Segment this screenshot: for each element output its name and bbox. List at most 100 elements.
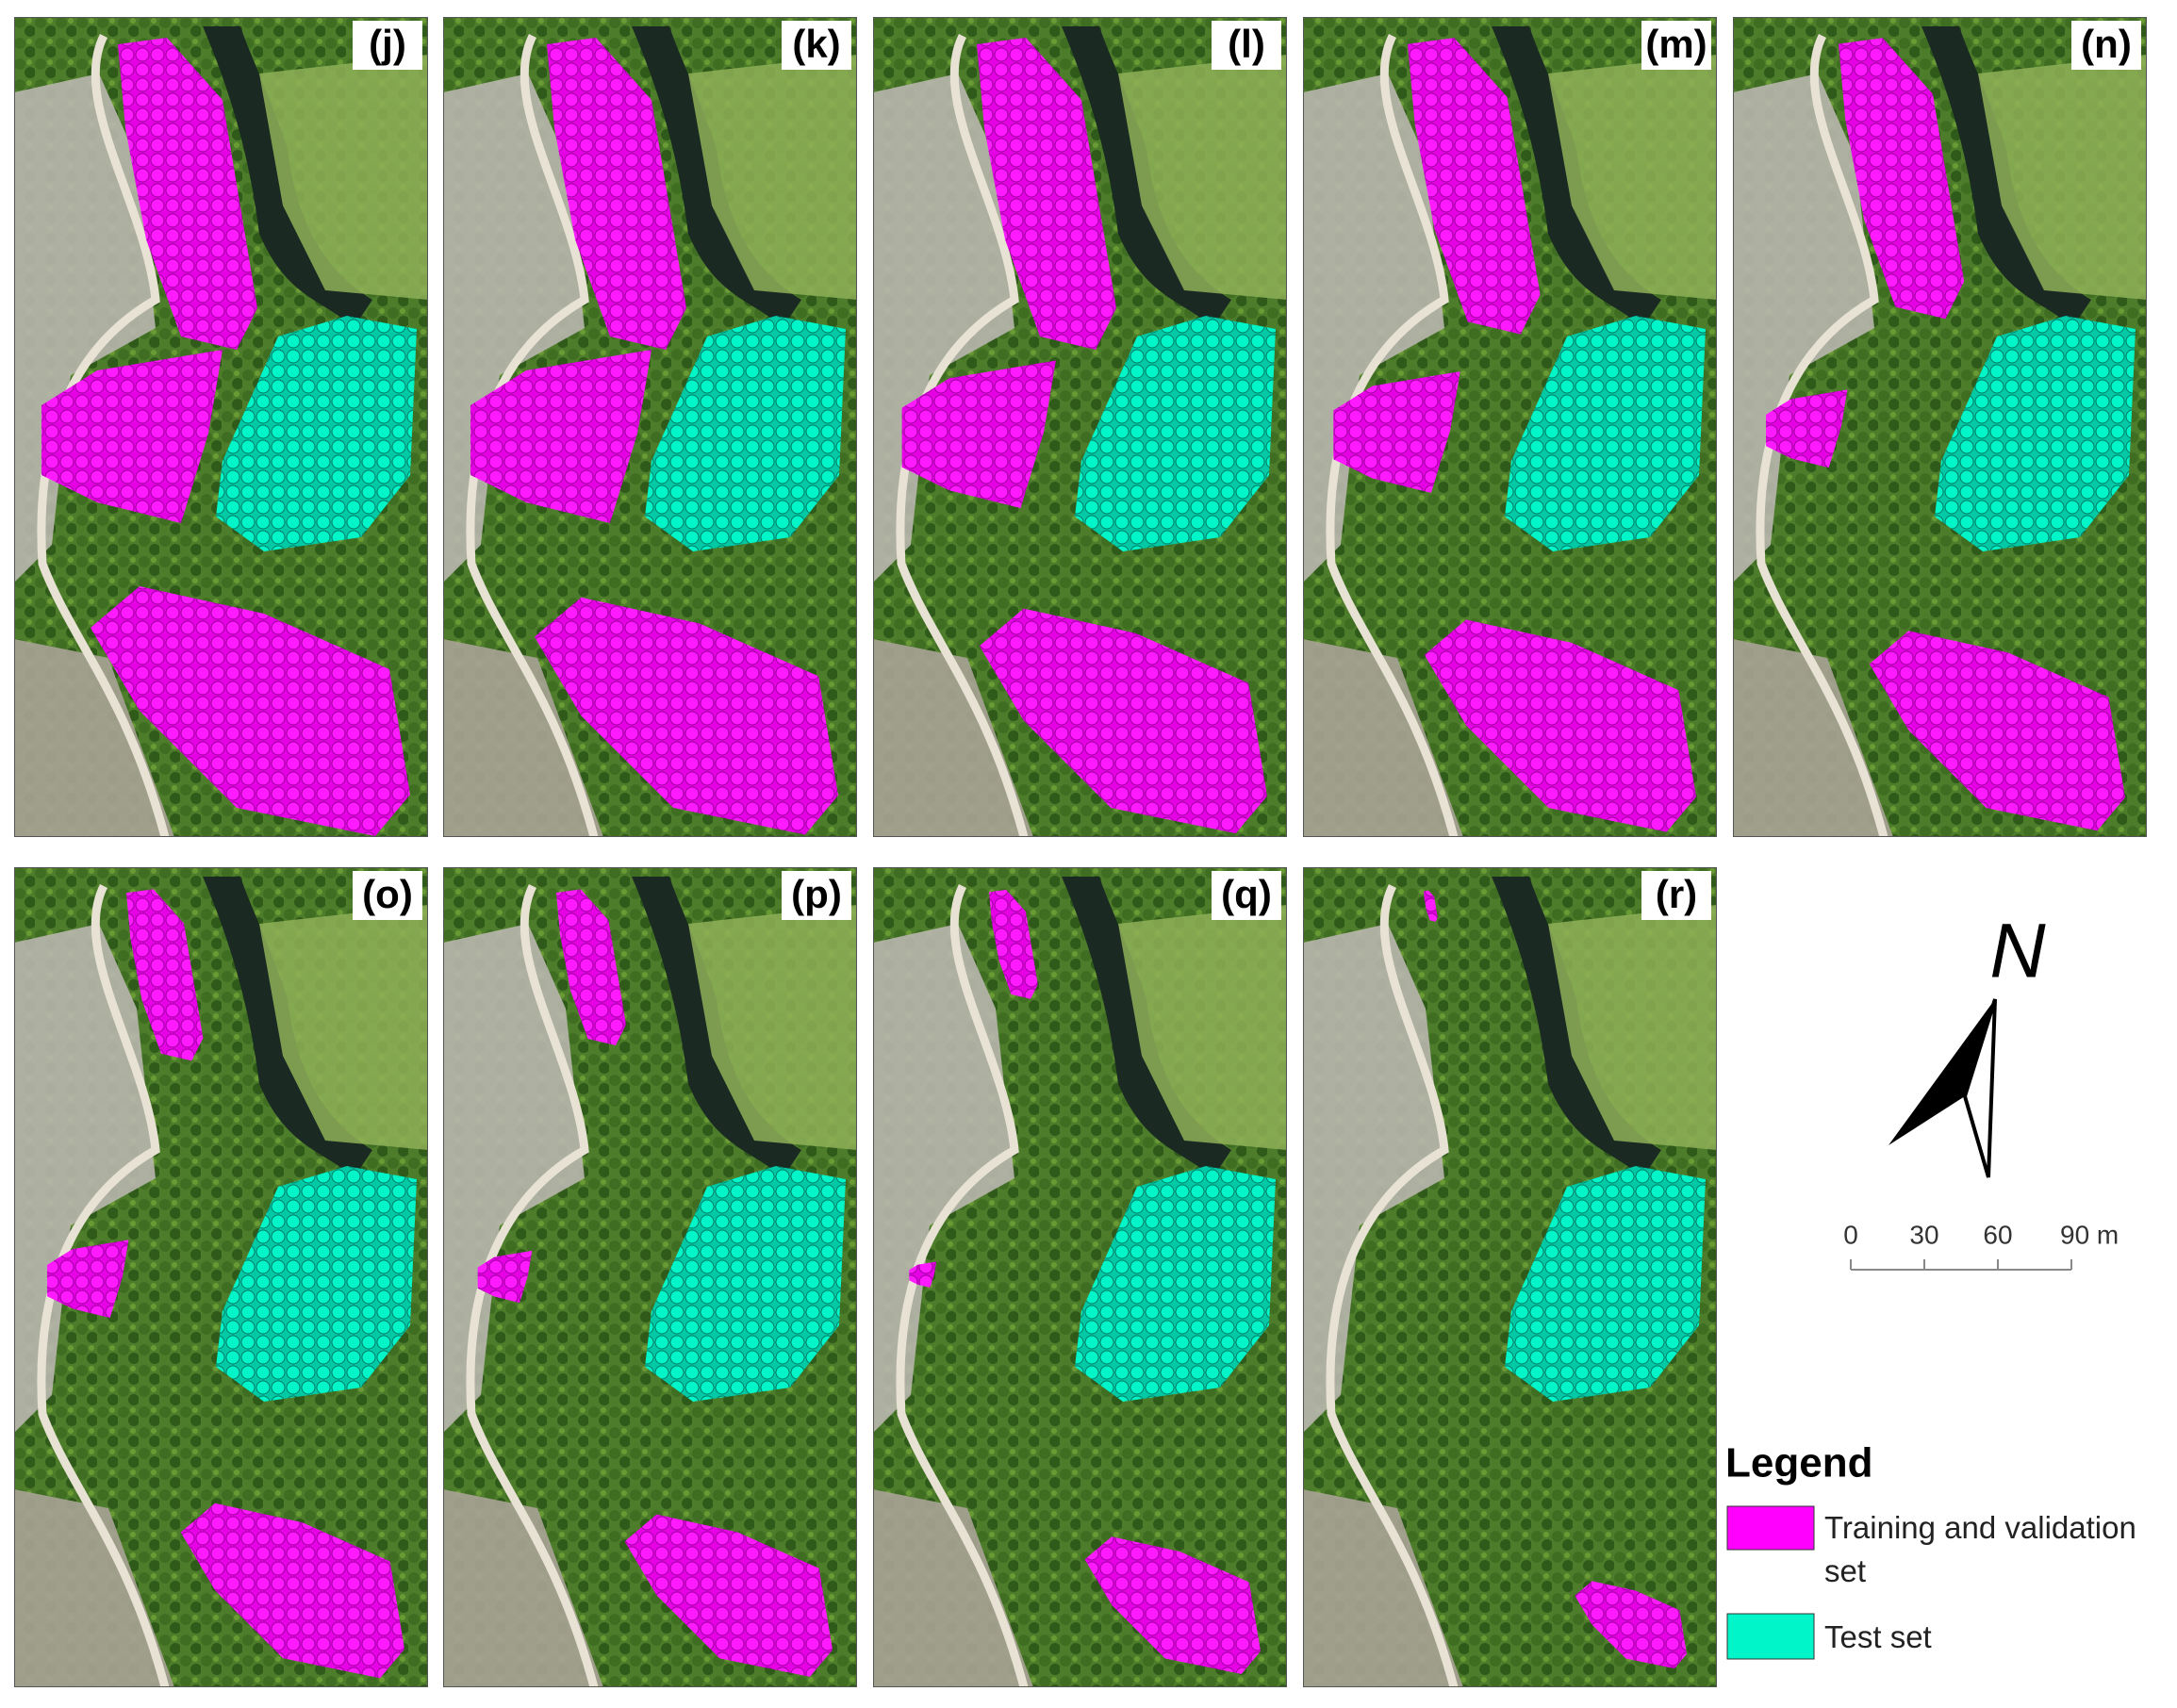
bare-slope: [1303, 1489, 1463, 1687]
panel-border: [443, 867, 857, 1687]
training-region: [47, 1240, 129, 1319]
label-bg: [1641, 871, 1711, 920]
scale-label: 60: [1983, 1220, 2012, 1249]
panel-border: [443, 17, 857, 837]
terraces: [1118, 905, 1287, 1150]
bare-slope: [443, 639, 603, 837]
map-panel: (q): [873, 867, 1287, 1687]
terraces: [259, 55, 428, 300]
map-panel: (j): [14, 17, 428, 837]
panel-label: (o): [362, 872, 413, 916]
panel-label: (m): [1645, 22, 1707, 66]
bare-slope: [1733, 639, 1893, 837]
legend-label: Test set: [1824, 1619, 1932, 1654]
map-panel: (p): [443, 867, 857, 1687]
training-region: [180, 1503, 404, 1679]
training-region: [470, 350, 651, 523]
label-bg: [782, 21, 851, 70]
map-panel: (k): [443, 17, 857, 837]
training-region: [1424, 619, 1696, 832]
training-region: [534, 597, 838, 835]
panel-label: (k): [792, 22, 840, 66]
training-region: [1766, 389, 1848, 468]
test-region: [645, 316, 846, 551]
training-region: [1084, 1536, 1261, 1674]
scale-bar: [1850, 1259, 2072, 1271]
panel-label: (j): [369, 22, 406, 66]
legend-swatch: [1726, 1505, 1815, 1551]
road: [896, 883, 1029, 1687]
bare-slope: [873, 639, 1033, 837]
panel-label: (r): [1656, 872, 1697, 916]
training-region: [1408, 38, 1541, 335]
test-region: [1075, 1166, 1276, 1402]
test-region: [645, 1166, 846, 1402]
panel-label: (n): [2081, 22, 2132, 66]
road: [1756, 33, 1888, 837]
training-region: [547, 38, 686, 350]
north-arrow-dark: [1888, 999, 1995, 1145]
road: [466, 883, 599, 1687]
test-region: [216, 316, 417, 551]
terraces: [259, 905, 428, 1150]
training-region: [901, 360, 1056, 508]
panel-border: [14, 17, 428, 837]
panel-label: (l): [1228, 22, 1265, 66]
training-region: [126, 889, 204, 1061]
label-bg: [353, 871, 422, 920]
panel-border: [1303, 867, 1717, 1687]
terraces: [1118, 55, 1287, 300]
terraces: [688, 905, 857, 1150]
panel-border: [873, 867, 1287, 1687]
training-region: [1424, 890, 1438, 922]
label-bg: [353, 21, 422, 70]
training-region: [624, 1514, 833, 1677]
training-region: [1575, 1581, 1687, 1669]
map-panel: (m): [1303, 17, 1717, 837]
test-region: [216, 1166, 417, 1402]
map-panel: (r): [1303, 867, 1717, 1687]
training-region: [118, 38, 257, 350]
training-region: [1839, 38, 1965, 320]
panel-label: (p): [791, 872, 842, 916]
training-region: [91, 586, 410, 836]
panel-label: (q): [1221, 872, 1272, 916]
label-bg: [2071, 21, 2141, 70]
training-region: [1333, 371, 1460, 493]
bare-slope: [873, 1489, 1033, 1687]
bare-slope: [443, 1489, 603, 1687]
panel-border: [1303, 17, 1717, 837]
training-region: [556, 889, 626, 1045]
terraces: [688, 55, 857, 300]
panel-border: [873, 17, 1287, 837]
training-region: [979, 608, 1267, 834]
panel-border: [1733, 17, 2147, 837]
bare-slope: [14, 1489, 174, 1687]
legend-title: Legend: [1725, 1440, 1872, 1486]
legend-label: Training and validation set: [1824, 1510, 2136, 1588]
training-region: [477, 1250, 533, 1304]
training-region: [41, 350, 223, 523]
terraces: [1548, 905, 1717, 1150]
label-bg: [782, 871, 851, 920]
road: [37, 883, 170, 1687]
north-label: N: [1989, 909, 2046, 994]
terraces: [1978, 55, 2147, 300]
training-region: [977, 38, 1116, 350]
label-bg: [1641, 21, 1711, 70]
training-region: [989, 889, 1038, 999]
map-panel: (l): [873, 17, 1287, 837]
test-region: [1505, 316, 1706, 551]
bare-slope: [14, 639, 174, 837]
bare-slope: [1303, 639, 1463, 837]
north-arrow-light: [1962, 998, 1997, 1178]
scale-label: 90 m: [2060, 1220, 2119, 1249]
test-region: [1505, 1166, 1706, 1402]
road: [1326, 883, 1459, 1687]
training-region: [909, 1261, 937, 1289]
legend-swatch: [1726, 1613, 1815, 1660]
label-bg: [1212, 21, 1281, 70]
scale-label: 0: [1843, 1220, 1858, 1249]
